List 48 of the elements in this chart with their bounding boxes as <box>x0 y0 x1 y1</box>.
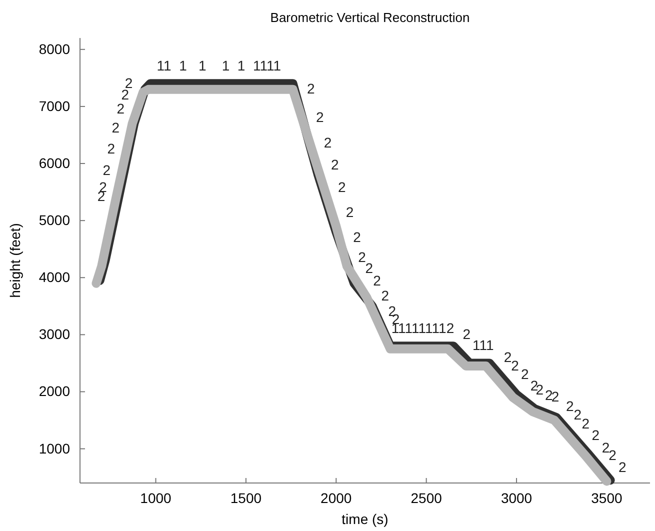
y-tick-label: 7000 <box>38 98 70 114</box>
annotation: 111 <box>472 336 494 353</box>
annotation: 2 <box>365 260 374 276</box>
annotation: 2 <box>545 387 554 404</box>
y-tick-label: 3000 <box>38 326 70 342</box>
y-tick-label: 2000 <box>38 383 70 400</box>
annotation: 2 <box>306 80 315 97</box>
x-tick-label: 3500 <box>591 490 622 506</box>
annotation: 2 <box>511 358 520 374</box>
annotation: 2 <box>353 229 362 246</box>
annotation: 2 <box>102 162 111 178</box>
annotation: 2 <box>112 119 120 136</box>
y-tick-label: 6000 <box>38 154 70 171</box>
y-tick-label: 8000 <box>38 40 70 57</box>
annotation: 2 <box>358 248 366 265</box>
annotation: 2 <box>592 427 600 444</box>
annotation: 2 <box>107 140 116 157</box>
y-tick-label: 1000 <box>38 440 70 456</box>
annotation: 2 <box>618 458 627 475</box>
annotation: 2 <box>330 156 339 173</box>
annotation: 2 <box>608 446 617 463</box>
annotation: 2 <box>462 326 471 342</box>
annotation: 2 <box>116 100 125 117</box>
x-tick-label: 3000 <box>500 490 532 506</box>
annotation: 2 <box>551 388 560 404</box>
x-axis-title: time (s) <box>342 511 388 527</box>
annotation: 2 <box>582 416 590 432</box>
annotation: 2 <box>566 398 574 414</box>
chart-title: Barometric Vertical Reconstruction <box>270 10 470 25</box>
annotation: 2 <box>504 349 512 366</box>
annotation: 2 <box>373 272 382 288</box>
annotation: 2 <box>520 366 529 382</box>
annotation: 2 <box>316 109 324 126</box>
x-tick-label: 2500 <box>410 490 442 506</box>
x-tick-label: 1500 <box>230 490 262 506</box>
x-tick-label: 2000 <box>320 490 352 506</box>
y-tick-label: 4000 <box>38 269 70 286</box>
annotation: 11 1 1 1 1 1111 <box>156 57 282 74</box>
y-tick-label: 5000 <box>38 212 70 228</box>
y-axis-title: height (feet) <box>7 223 23 298</box>
annotation: 2 <box>324 134 332 150</box>
annotation: 2 <box>338 178 346 195</box>
x-tick-label: 1000 <box>140 490 172 506</box>
annotation: 2 <box>381 288 390 304</box>
annotation: 2 <box>602 439 610 456</box>
annotation: 2 <box>574 406 582 423</box>
annotation: 2 <box>346 204 354 220</box>
annotation: 2 <box>124 74 133 91</box>
